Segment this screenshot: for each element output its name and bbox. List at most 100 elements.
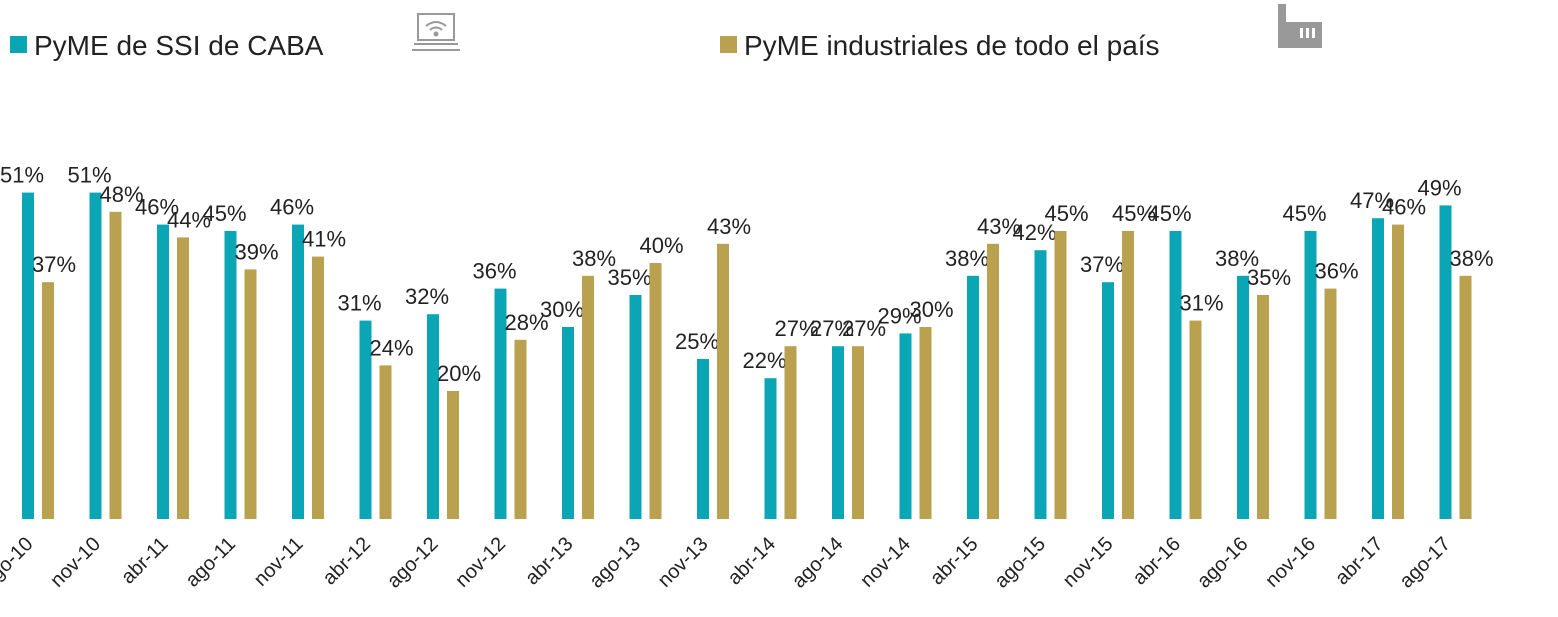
bar [177, 237, 189, 519]
bar [1304, 231, 1317, 519]
bar [42, 282, 54, 519]
value-label: 38% [572, 246, 616, 271]
value-label: 22% [742, 348, 786, 373]
value-label: 32% [405, 284, 449, 309]
x-tick-label: abr-16 [1129, 533, 1185, 589]
bar [1122, 231, 1134, 519]
legend-swatch [720, 36, 737, 53]
value-label: 46% [270, 195, 314, 220]
value-label: 31% [337, 291, 381, 316]
bar [89, 192, 102, 519]
value-label: 31% [1179, 291, 1223, 316]
x-tick-label: abr-13 [521, 533, 577, 589]
bar [427, 314, 439, 519]
x-tick-label: abr-12 [319, 533, 375, 589]
x-tick-label: ago-16 [1193, 533, 1253, 593]
x-tick-label: ago-10 [0, 533, 38, 593]
value-label: 51% [0, 163, 44, 188]
legend-swatch [10, 36, 27, 53]
bar [967, 275, 979, 519]
bar [494, 288, 507, 519]
value-label: 28% [504, 310, 548, 335]
value-label: 40% [639, 233, 683, 258]
bar [1372, 218, 1384, 519]
x-tick-label: abr-15 [926, 533, 982, 589]
x-tick-label: nov-15 [1059, 533, 1118, 592]
value-label: 27% [842, 316, 886, 341]
value-label: 48% [99, 182, 143, 207]
value-label: 29% [877, 303, 921, 328]
computer-icon [412, 13, 460, 51]
x-tick-label: abr-11 [117, 533, 172, 588]
bar [1189, 320, 1202, 519]
bar [312, 256, 324, 519]
value-label: 27% [774, 316, 818, 341]
value-label: 38% [1215, 246, 1259, 271]
bar [1392, 224, 1404, 519]
x-tick-label: nov-13 [654, 533, 713, 592]
x-tick-label: nov-11 [250, 533, 308, 591]
value-label: 37% [32, 252, 76, 277]
value-label: 43% [977, 214, 1021, 239]
value-label: 35% [607, 265, 651, 290]
value-label: 45% [1282, 201, 1326, 226]
bar [244, 269, 257, 519]
value-label: 39% [234, 239, 278, 264]
value-label: 47% [1350, 188, 1394, 213]
bar [109, 211, 122, 520]
value-label: 44% [167, 207, 211, 232]
bar [852, 346, 864, 519]
value-label: 51% [67, 163, 111, 188]
bar [649, 263, 662, 519]
bar [514, 339, 527, 519]
x-tick-label: ago-13 [585, 533, 645, 593]
x-tick-label: nov-16 [1261, 533, 1320, 592]
value-label: 36% [1314, 259, 1358, 284]
legend-label: PyME industriales de todo el país [744, 30, 1160, 61]
legend-label: PyME de SSI de CABA [34, 30, 324, 61]
bar [1102, 282, 1114, 519]
x-tick-label: ago-11 [181, 533, 240, 592]
value-label: 30% [540, 297, 584, 322]
value-label: 38% [945, 246, 989, 271]
bar [22, 192, 34, 519]
x-tick-label: nov-14 [856, 533, 915, 592]
bar [717, 243, 729, 520]
bar [1257, 295, 1269, 519]
bar [292, 224, 304, 519]
x-tick-label: ago-14 [788, 533, 848, 593]
bar [1054, 231, 1067, 519]
value-label: 38% [1449, 246, 1493, 271]
x-tick-label: ago-12 [383, 533, 443, 593]
value-label: 20% [437, 361, 481, 386]
bar [1169, 231, 1182, 519]
value-label: 25% [675, 329, 719, 354]
value-label: 24% [369, 335, 413, 360]
bar [784, 346, 797, 519]
bar [157, 224, 169, 519]
value-label: 46% [135, 195, 179, 220]
legend: PyME de SSI de CABA PyME industriales de… [10, 4, 1322, 61]
bar [1459, 275, 1472, 519]
x-tick-label: abr-14 [724, 533, 780, 589]
value-label: 45% [1112, 201, 1156, 226]
x-tick-label: abr-17 [1331, 533, 1387, 589]
x-tick-label: nov-10 [46, 533, 105, 592]
value-label: 36% [472, 259, 516, 284]
value-label: 43% [707, 214, 751, 239]
bar [1034, 250, 1047, 519]
factory-icon [1278, 4, 1322, 48]
value-label: 45% [202, 201, 246, 226]
bar [697, 359, 709, 519]
bar [447, 391, 459, 519]
bar [562, 327, 574, 519]
bar [379, 365, 392, 519]
value-label: 41% [302, 227, 346, 252]
bar [224, 231, 237, 519]
value-label: 37% [1080, 252, 1124, 277]
bar [629, 295, 642, 519]
bar [764, 378, 777, 519]
bar [1439, 205, 1452, 519]
x-tick-label: ago-15 [990, 533, 1050, 593]
